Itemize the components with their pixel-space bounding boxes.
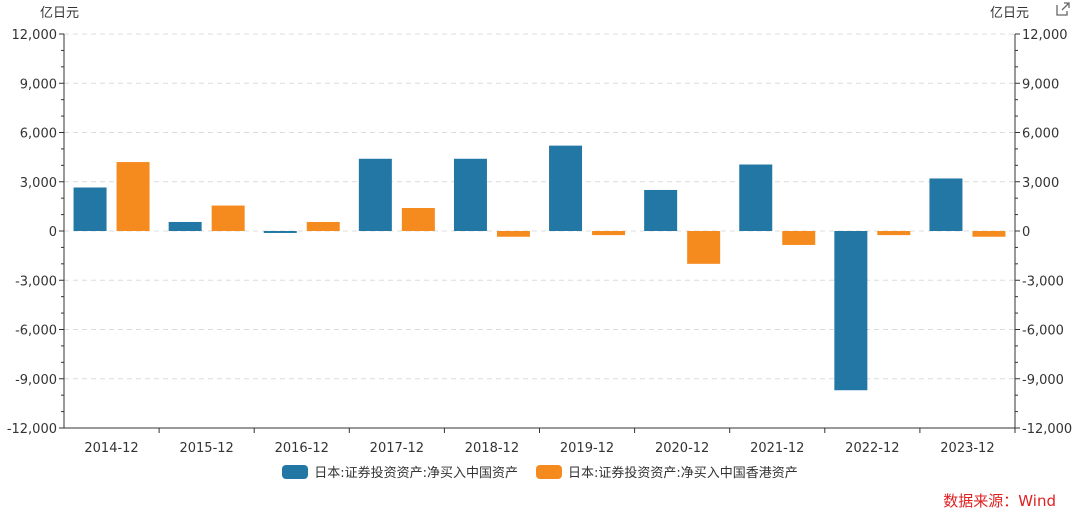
- bar-chart: 12,000 12,000 9,000 9,000 6,000 6,000 3,000 3,0…: [7, 6, 1072, 456]
- legend-swatch-china: [282, 464, 309, 479]
- y-tick-label-left: 3,000: [20, 176, 57, 191]
- y-tick-label-right: -12,000: [1022, 422, 1072, 437]
- x-tick-label: 2018-12: [465, 441, 519, 456]
- bar-hongkong-2023-12: [972, 231, 1006, 237]
- bar-hongkong-2015-12: [211, 205, 245, 231]
- x-tick-label: 2019-12: [560, 441, 614, 456]
- y-tick-label-left: 0: [49, 225, 57, 240]
- legend-item-china[interactable]: 日本:证券投资资产:净买入中国资产: [282, 462, 518, 481]
- x-tick-label: 2015-12: [179, 441, 233, 456]
- bar-china-2023-12: [929, 178, 963, 231]
- y-tick-label-left: -9,000: [15, 373, 57, 388]
- legend-item-hongkong[interactable]: 日本:证券投资资产:净买入中国香港资产: [536, 462, 798, 481]
- bar-hongkong-2014-12: [116, 162, 150, 231]
- bar-hongkong-2019-12: [592, 231, 626, 236]
- y-unit-right: 亿日元: [990, 6, 1029, 21]
- bar-china-2015-12: [168, 221, 202, 231]
- bar-hongkong-2016-12: [306, 221, 340, 231]
- legend-label-china: 日本:证券投资资产:净买入中国资产: [314, 466, 518, 481]
- x-tick-label: 2016-12: [275, 441, 329, 456]
- bar-china-2022-12: [834, 231, 868, 391]
- external-link-icon[interactable]: [1054, 0, 1072, 18]
- bar-china-2016-12: [263, 231, 297, 233]
- y-tick-label-left: 6,000: [20, 127, 57, 142]
- x-tick-label: 2023-12: [940, 441, 994, 456]
- bar-china-2014-12: [73, 187, 107, 231]
- y-tick-label-left: -6,000: [15, 324, 57, 339]
- bar-china-2019-12: [549, 145, 583, 231]
- x-tick-label: 2022-12: [845, 441, 899, 456]
- y-tick-label-right: -9,000: [1022, 373, 1064, 388]
- bar-hongkong-2018-12: [496, 231, 530, 237]
- bar-hongkong-2021-12: [782, 231, 816, 245]
- y-tick-label-right: 9,000: [1022, 77, 1059, 92]
- y-unit-left: 亿日元: [40, 6, 79, 21]
- y-tick-label-right: -3,000: [1022, 274, 1064, 289]
- y-tick-label-left: -12,000: [7, 422, 57, 437]
- bar-hongkong-2022-12: [877, 231, 911, 236]
- bar-china-2020-12: [644, 189, 678, 231]
- bar-china-2018-12: [453, 158, 487, 231]
- source-note: 数据来源：Wind: [943, 492, 1056, 510]
- x-tick-label: 2017-12: [370, 441, 424, 456]
- y-tick-label-right: -6,000: [1022, 324, 1064, 339]
- bar-china-2021-12: [739, 164, 773, 231]
- x-tick-label: 2020-12: [655, 441, 709, 456]
- y-tick-label-left: 12,000: [12, 28, 58, 43]
- chart-legend: 日本:证券投资资产:净买入中国资产 日本:证券投资资产:净买入中国香港资产: [0, 462, 1080, 481]
- x-tick-label: 2014-12: [84, 441, 138, 456]
- y-tick-label-right: 0: [1022, 225, 1030, 240]
- x-tick-label: 2021-12: [750, 441, 804, 456]
- y-tick-label-left: 9,000: [20, 77, 57, 92]
- legend-swatch-hongkong: [536, 464, 562, 479]
- y-tick-label-right: 3,000: [1022, 176, 1059, 191]
- legend-label-hongkong: 日本:证券投资资产:净买入中国香港资产: [568, 466, 798, 481]
- bar-hongkong-2020-12: [687, 231, 721, 264]
- y-tick-label-right: 6,000: [1022, 127, 1059, 142]
- y-tick-label-right: 12,000: [1022, 28, 1068, 43]
- bar-hongkong-2017-12: [401, 208, 435, 231]
- bar-china-2017-12: [358, 158, 392, 231]
- y-tick-label-left: -3,000: [15, 274, 57, 289]
